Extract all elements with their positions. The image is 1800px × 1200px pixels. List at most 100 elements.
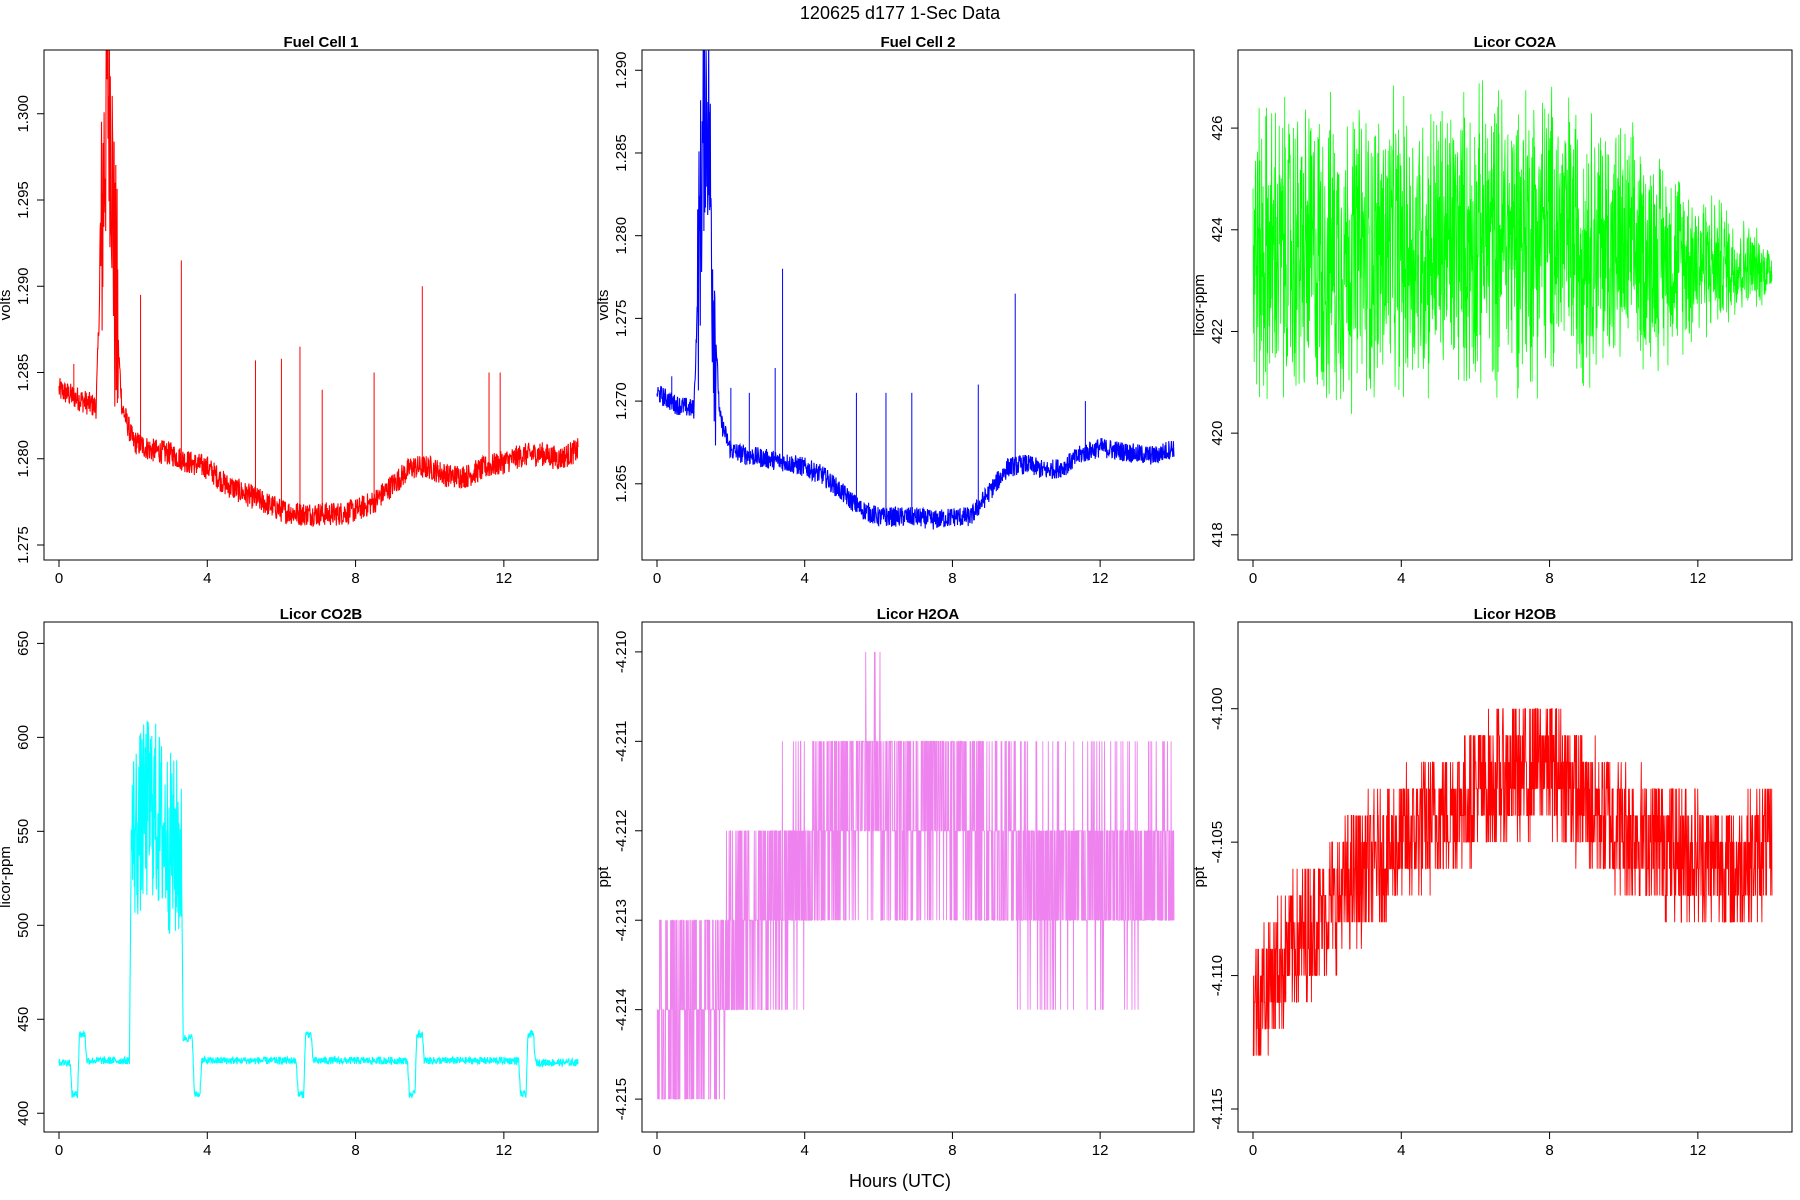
x-tick-label: 4 bbox=[801, 570, 809, 587]
x-tick-label: 8 bbox=[1545, 1142, 1553, 1159]
panel-licor-co2b: Licor CO2B 0 4 8 12 400 450 500 550 600 650 licor-p… bbox=[0, 606, 599, 1159]
y-tick-label: 1.285 bbox=[15, 354, 32, 392]
x-tick-label: 12 bbox=[496, 570, 513, 587]
y-tick-label: -4.214 bbox=[613, 988, 630, 1031]
y-tick-label: -4.210 bbox=[613, 631, 630, 674]
y-tick-label: -4.100 bbox=[1209, 687, 1226, 730]
y-axis-label: ppt bbox=[1191, 866, 1208, 888]
y-tick-label: 400 bbox=[15, 1101, 32, 1126]
series-licor-h2ob bbox=[1252, 708, 1773, 1057]
x-tick-label: 4 bbox=[801, 1142, 809, 1159]
y-axis-label: licor-ppm bbox=[0, 846, 14, 908]
y-tick-label: 1.290 bbox=[15, 267, 32, 305]
series-licor-h2oa bbox=[656, 651, 1175, 1100]
x-tick-label: 4 bbox=[203, 570, 211, 587]
y-axis: -4.115 -4.110 -4.105 -4.100 bbox=[1209, 687, 1239, 1130]
x-tick-label: 0 bbox=[55, 570, 63, 587]
y-tick-label: 450 bbox=[15, 1007, 32, 1032]
panel-licor-h2ob: Licor H2OB 0 4 8 12 -4.115 -4.110 -4.105 -4.100 p… bbox=[1191, 606, 1793, 1159]
y-tick-label: -4.213 bbox=[613, 899, 630, 942]
plot-frame bbox=[641, 49, 1195, 561]
y-axis-label: ppt bbox=[595, 866, 612, 888]
x-tick-label: 12 bbox=[1690, 570, 1707, 587]
y-axis: 1.275 1.280 1.285 1.290 1.295 1.300 bbox=[15, 95, 45, 564]
y-tick-label: 550 bbox=[15, 819, 32, 844]
x-tick-label: 0 bbox=[55, 1142, 63, 1159]
y-tick-label: -4.211 bbox=[613, 721, 630, 762]
x-axis: 0 4 8 12 bbox=[1249, 1131, 1707, 1159]
y-tick-label: 500 bbox=[15, 913, 32, 938]
x-axis: 0 4 8 12 bbox=[653, 559, 1109, 587]
y-axis-label: licor-ppm bbox=[1191, 274, 1208, 336]
y-tick-label: 1.285 bbox=[613, 134, 630, 172]
y-tick-label: 1.295 bbox=[15, 181, 32, 219]
y-tick-label: 1.280 bbox=[613, 217, 630, 255]
y-tick-label: -4.110 bbox=[1209, 955, 1226, 996]
y-tick-label: 420 bbox=[1209, 421, 1226, 446]
y-tick-label: 426 bbox=[1209, 116, 1226, 141]
series-licor-co2b bbox=[58, 720, 579, 1099]
panel-title: Licor H2OA bbox=[877, 606, 960, 623]
data-line bbox=[58, 50, 579, 528]
y-axis: -4.215 -4.214 -4.213 -4.212 -4.211 -4.210 bbox=[613, 631, 643, 1121]
series-fuel-cell-1 bbox=[58, 50, 579, 528]
y-tick-label: 422 bbox=[1209, 319, 1226, 344]
x-axis: 0 4 8 12 bbox=[653, 1131, 1109, 1159]
x-tick-label: 8 bbox=[351, 1142, 359, 1159]
y-tick-label: 1.290 bbox=[613, 51, 630, 89]
y-axis-label: volts bbox=[0, 290, 14, 321]
panel-fuel-cell-2: Fuel Cell 2 0 4 8 12 1.265 1.270 1.275 1.280 1.28… bbox=[595, 34, 1195, 587]
x-tick-label: 8 bbox=[948, 1142, 956, 1159]
y-tick-label: 1.270 bbox=[613, 382, 630, 420]
y-tick-label: 1.275 bbox=[613, 300, 630, 338]
x-tick-label: 0 bbox=[1249, 570, 1257, 587]
plot-frame bbox=[43, 621, 599, 1133]
x-tick-label: 4 bbox=[203, 1142, 211, 1159]
x-tick-label: 12 bbox=[496, 1142, 513, 1159]
x-tick-label: 0 bbox=[1249, 1142, 1257, 1159]
y-axis: 1.265 1.270 1.275 1.280 1.285 1.290 bbox=[613, 51, 643, 503]
plot-frame bbox=[43, 49, 599, 561]
y-axis: 418 420 422 424 426 bbox=[1209, 116, 1239, 547]
y-tick-label: -4.115 bbox=[1209, 1088, 1226, 1129]
panel-title: Fuel Cell 1 bbox=[283, 34, 358, 51]
y-tick-label: 600 bbox=[15, 725, 32, 750]
panel-title: Licor CO2A bbox=[1474, 34, 1557, 51]
y-axis-label: volts bbox=[595, 290, 612, 321]
x-tick-label: 12 bbox=[1092, 1142, 1109, 1159]
y-tick-label: -4.215 bbox=[613, 1078, 630, 1121]
y-tick-label: 650 bbox=[15, 631, 32, 656]
y-tick-label: 1.280 bbox=[15, 440, 32, 478]
x-tick-label: 0 bbox=[653, 1142, 661, 1159]
panel-fuel-cell-1: Fuel Cell 1 0 4 8 12 1.275 1.280 1.285 1.290 1.29… bbox=[0, 34, 599, 587]
x-axis: 0 4 8 12 bbox=[55, 1131, 513, 1159]
data-line bbox=[656, 50, 1175, 530]
panel-title: Licor H2OB bbox=[1474, 606, 1557, 623]
data-line bbox=[1252, 708, 1773, 1057]
panel-title: Fuel Cell 2 bbox=[880, 34, 955, 51]
x-tick-label: 0 bbox=[653, 570, 661, 587]
y-tick-label: 418 bbox=[1209, 522, 1226, 547]
x-tick-label: 4 bbox=[1397, 1142, 1405, 1159]
x-tick-label: 12 bbox=[1092, 570, 1109, 587]
series-fuel-cell-2 bbox=[656, 50, 1175, 530]
series-licor-co2a bbox=[1252, 80, 1773, 414]
panel-licor-co2a: Licor CO2A 0 4 8 12 418 420 422 424 426 licor-ppm bbox=[1191, 34, 1793, 587]
data-line bbox=[656, 651, 1175, 1100]
y-tick-label: -4.105 bbox=[1209, 821, 1226, 864]
x-axis: 0 4 8 12 bbox=[55, 559, 513, 587]
x-tick-label: 8 bbox=[351, 570, 359, 587]
y-tick-label: 1.275 bbox=[15, 526, 32, 564]
y-tick-label: 1.300 bbox=[15, 95, 32, 133]
y-tick-label: 424 bbox=[1209, 217, 1226, 242]
data-line bbox=[1252, 80, 1773, 414]
panels: Fuel Cell 1 0 4 8 12 1.275 1.280 1.285 1.290 1.29… bbox=[0, 34, 1793, 1159]
x-tick-label: 8 bbox=[1545, 570, 1553, 587]
x-tick-label: 12 bbox=[1690, 1142, 1707, 1159]
x-tick-label: 4 bbox=[1397, 570, 1405, 587]
y-axis: 400 450 500 550 600 650 bbox=[15, 631, 45, 1126]
y-tick-label: -4.212 bbox=[613, 810, 630, 853]
x-axis: 0 4 8 12 bbox=[1249, 559, 1707, 587]
